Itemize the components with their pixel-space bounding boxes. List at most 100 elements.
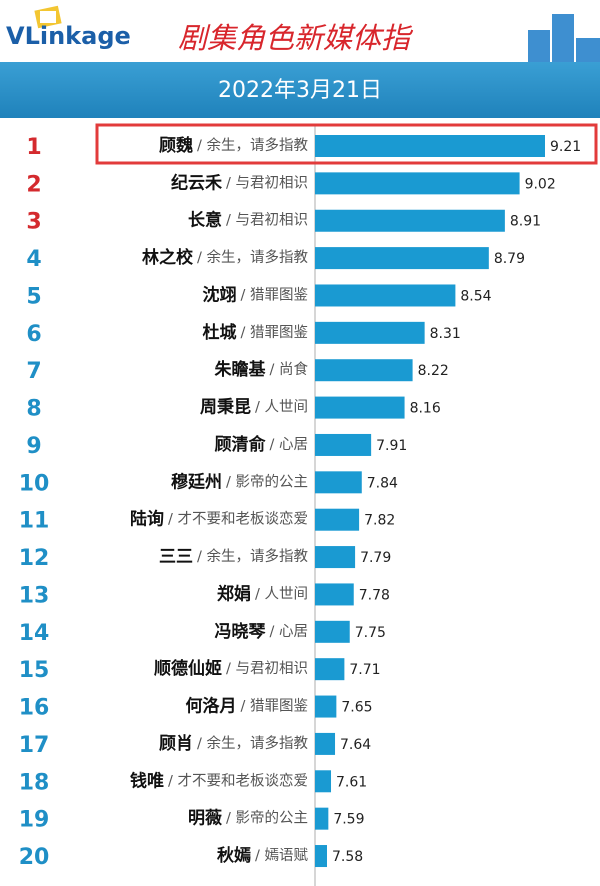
character-name: 林之校 [142,247,194,268]
value-label: 7.64 [340,737,371,753]
value-label: 7.61 [336,774,367,790]
drama-name: / 人世间 [255,399,308,416]
category-label: 明薇 / 影帝的公主 [188,809,308,829]
rank: 8 [26,397,41,422]
character-name: 钱唯 [130,770,164,791]
rank: 12 [19,546,50,571]
character-name: 秋嫣 [217,845,251,866]
value-label: 7.59 [333,812,364,828]
value-label: 7.65 [341,700,372,716]
character-name: 顾魏 [159,135,193,156]
bar [315,172,520,195]
value-label: 7.71 [349,662,380,678]
bar [315,471,362,494]
drama-name: / 与君初相识 [226,212,308,229]
drama-name: / 猎罪图鉴 [241,324,309,341]
bar [315,807,329,830]
rank: 7 [26,359,41,384]
drama-name: / 猎罪图鉴 [241,698,309,715]
character-name: 顾清俞 [215,434,267,455]
rank: 15 [19,658,50,683]
category-label: 顺德仙姬 / 与君初相识 [154,658,308,679]
bar [315,396,405,419]
rank: 19 [19,808,50,833]
rank: 16 [19,696,50,721]
bar [315,359,413,382]
drama-name: / 余生，请多指教 [197,136,308,154]
bar [315,209,505,232]
value-label: 7.79 [360,550,391,566]
bar [315,508,360,531]
bar [315,284,456,307]
bar [315,845,327,868]
value-label: 9.02 [525,176,556,192]
category-label: 钱唯 / 才不要和老板谈恋爱 [130,770,308,791]
rank: 2 [26,172,41,197]
character-name: 穆廷州 [171,471,222,492]
value-label: 8.79 [494,251,525,267]
bar [315,546,356,569]
drama-name: / 影帝的公主 [226,473,308,490]
value-label: 8.54 [460,288,491,304]
value-label: 8.16 [410,401,441,417]
value-label: 7.58 [332,849,363,865]
bar [315,695,337,718]
value-label: 7.78 [359,587,390,603]
category-label: 何洛月 / 猎罪图鉴 [186,696,309,717]
value-label: 7.84 [367,475,398,491]
category-label: 秋嫣 / 嫣语赋 [217,845,308,866]
value-label: 8.31 [430,326,461,342]
character-name: 陆询 [130,509,164,530]
category-label: 郑娟 / 人世间 [217,583,308,604]
podium-icon [528,14,600,62]
value-label: 7.82 [364,513,395,529]
rank: 6 [26,322,41,347]
bar [315,135,545,157]
bar [315,620,350,643]
rank: 10 [19,471,50,496]
bar [315,321,425,344]
character-name: 纪云禾 [171,172,222,193]
bar [315,658,345,681]
character-name: 周秉昆 [200,397,251,418]
rank: 13 [19,583,50,608]
drama-name: / 与君初相识 [226,660,308,677]
category-label: 顾肖 / 余生，请多指教 [159,733,308,754]
character-name: 沈翊 [203,284,237,305]
category-label: 周秉昆 / 人世间 [200,397,308,418]
drama-name: / 才不要和老板谈恋爱 [168,771,308,789]
highlight-box [95,123,598,165]
category-label: 朱瞻基 / 尚食 [215,359,309,380]
rank: 5 [26,284,41,309]
value-label: 9.21 [550,139,581,155]
category-label: 陆询 / 才不要和老板谈恋爱 [130,509,308,530]
character-name: 三三 [159,547,193,567]
character-name: 何洛月 [186,696,237,717]
rank: 3 [26,210,41,235]
character-name: 冯晓琴 [215,622,266,642]
character-name: 郑娟 [217,583,251,604]
category-label: 沈翊 / 猎罪图鉴 [203,284,309,305]
category-label: 长意 / 与君初相识 [188,210,308,231]
drama-name: / 余生，请多指教 [197,734,308,752]
value-label: 7.75 [355,625,386,641]
drama-name: / 心居 [270,436,309,453]
category-label: 纪云禾 / 与君初相识 [171,172,308,193]
rank: 11 [19,509,50,534]
date-band [0,62,600,118]
drama-name: / 心居 [270,623,309,640]
drama-name: / 才不要和老板谈恋爱 [168,510,308,528]
character-name: 顾肖 [159,733,193,754]
chart-subtitle: 2022年3月21日 [218,78,382,103]
header-bg [0,0,600,60]
bar [315,732,336,755]
character-name: 顺德仙姬 [154,658,222,679]
rank: 14 [19,621,50,646]
category-label: 穆廷州 / 影帝的公主 [171,471,308,492]
category-label: 林之校 / 余生，请多指教 [142,247,308,268]
rank: 9 [26,434,41,459]
value-label: 8.91 [510,214,541,230]
category-label: 顾清俞 / 心居 [215,434,309,455]
bar [315,583,354,606]
